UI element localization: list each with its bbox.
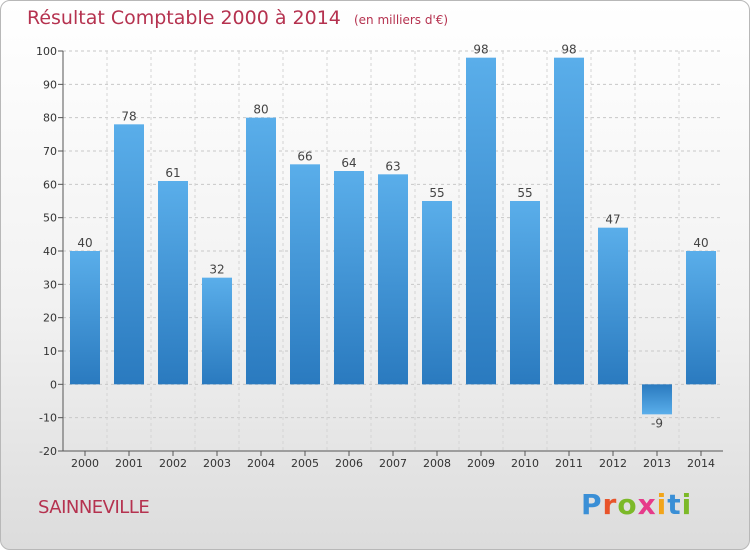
y-tick-label: -20: [39, 445, 57, 458]
data-label: 40: [693, 236, 708, 250]
y-tick-label: 40: [43, 245, 57, 258]
x-tick-label: 2006: [335, 457, 363, 470]
x-tick-label: 2012: [599, 457, 627, 470]
y-tick-label: 100: [36, 45, 57, 58]
logo-letter: t: [667, 488, 682, 521]
logo-letter: r: [602, 488, 618, 521]
y-tick-label: 0: [50, 378, 57, 391]
data-label: 55: [429, 186, 444, 200]
y-tick-label: 20: [43, 312, 57, 325]
y-tick-label: 10: [43, 345, 57, 358]
bar: [642, 384, 672, 415]
bar: [598, 227, 628, 385]
y-tick-label: 50: [43, 212, 57, 225]
data-label: 66: [297, 149, 312, 163]
bar: [158, 181, 188, 385]
data-label: -9: [651, 416, 663, 430]
y-tick-label: 30: [43, 278, 57, 291]
bar: [114, 124, 144, 385]
data-label: 63: [385, 159, 400, 173]
bar: [554, 57, 584, 385]
bar: [510, 201, 540, 385]
data-label: 98: [473, 43, 488, 57]
data-label: 78: [121, 109, 136, 123]
logo-letter: x: [637, 488, 657, 521]
data-label: 64: [341, 156, 356, 170]
x-tick-label: 2004: [247, 457, 275, 470]
logo-letter: P: [581, 488, 603, 521]
y-tick-label: -10: [39, 412, 57, 425]
bar: [290, 164, 320, 385]
bar: [378, 174, 408, 385]
data-label: 55: [517, 186, 532, 200]
x-tick-label: 2001: [115, 457, 143, 470]
bar: [466, 57, 496, 385]
logo-letter: i: [656, 488, 668, 521]
bar: [246, 117, 276, 385]
axes: -20 -10 0 10 20 30 40 50 60 70 80 90 100: [36, 45, 723, 458]
y-tick-label: 80: [43, 112, 57, 125]
x-tick-label: 2005: [291, 457, 319, 470]
x-tick-label: 2008: [423, 457, 451, 470]
x-tick-label: 2010: [511, 457, 539, 470]
bar: [202, 277, 232, 385]
data-label: 98: [561, 43, 576, 57]
x-tick-label: 2014: [687, 457, 715, 470]
y-tick-label: 60: [43, 178, 57, 191]
bar: [422, 201, 452, 385]
data-label: 32: [209, 263, 224, 277]
x-tick-label: 2003: [203, 457, 231, 470]
x-tick-label: 2002: [159, 457, 187, 470]
commune-name: SAINNEVILLE: [38, 497, 150, 518]
logo-letter: o: [617, 488, 638, 521]
labels: 2000 40 2001 78 2002 61 2003 32 2004 80 2005 66 2006…: [71, 43, 715, 470]
x-tick-label: 2011: [555, 457, 583, 470]
data-label: 40: [77, 236, 92, 250]
data-label: 47: [605, 213, 620, 227]
bar: [686, 251, 716, 385]
y-tick-label: 70: [43, 145, 57, 158]
chart-title: Résultat Comptable 2000 à 2014: [27, 7, 341, 29]
x-tick-label: 2013: [643, 457, 671, 470]
data-label: 80: [253, 103, 268, 117]
data-label: 61: [165, 166, 180, 180]
x-tick-label: 2000: [71, 457, 99, 470]
x-tick-label: 2009: [467, 457, 495, 470]
bars: [70, 57, 716, 415]
logo-letter: i: [681, 488, 693, 521]
bar: [70, 251, 100, 385]
y-tick-label: 90: [43, 78, 57, 91]
chart-unit: (en milliers d'€): [353, 13, 449, 27]
bar: [334, 171, 364, 385]
chart-header: Résultat Comptable 2000 à 2014 (en milli…: [27, 7, 448, 29]
proxiti-logo: Proxiti: [581, 488, 692, 521]
x-tick-label: 2007: [379, 457, 407, 470]
